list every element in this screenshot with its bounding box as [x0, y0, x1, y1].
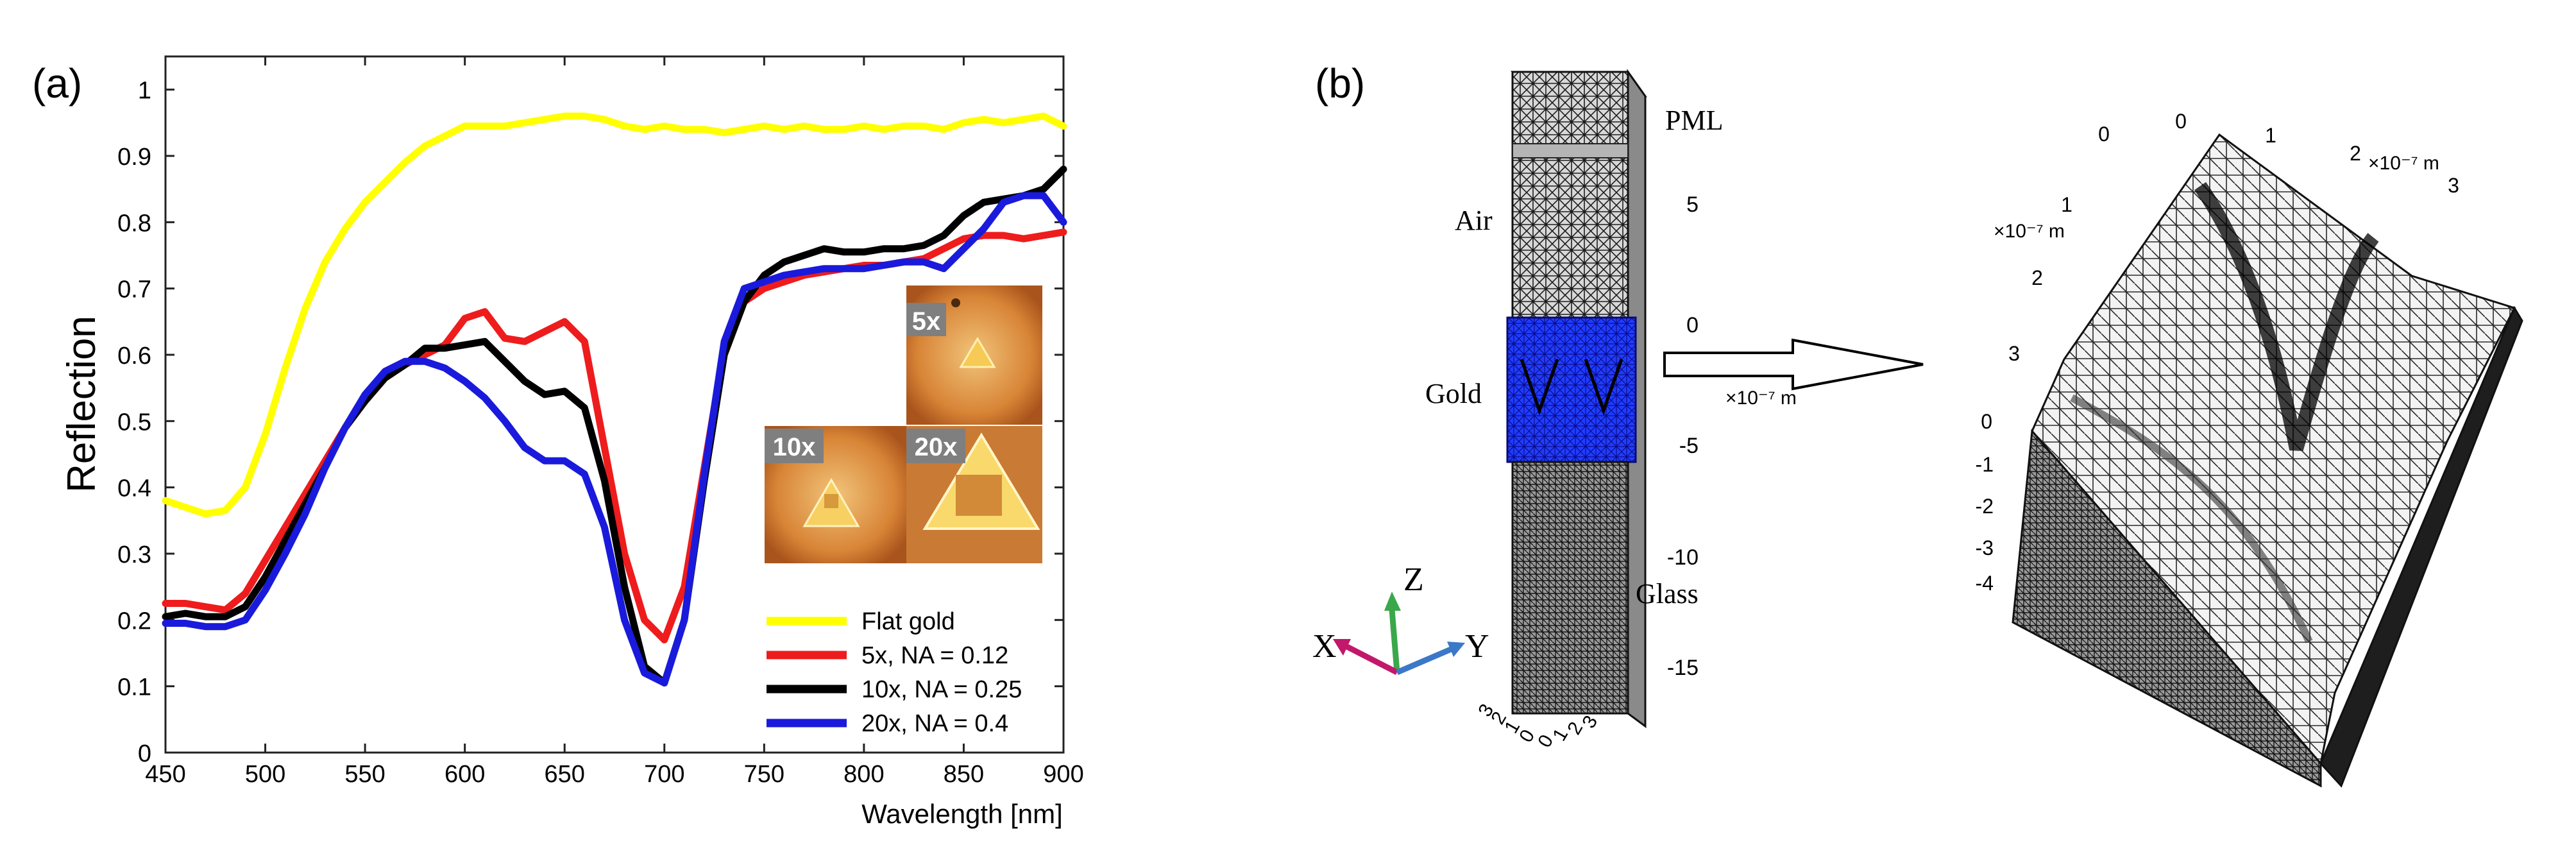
- x-tick-label: 850: [944, 761, 984, 788]
- surface-tick-a: 1: [2265, 124, 2276, 147]
- surface-side: [2319, 305, 2523, 788]
- gold-label: Gold: [1425, 378, 1482, 409]
- x-tick-label: 550: [344, 761, 385, 788]
- y-tick-label: 0: [138, 740, 151, 767]
- fold-line: [2070, 394, 2313, 643]
- column-z-ticks: 5 0 -5 -10 -15: [1667, 192, 1699, 680]
- y-axis-arrow: [1396, 646, 1452, 676]
- label-box-20x: [906, 429, 965, 463]
- surface-tick-b: 2: [2031, 266, 2043, 289]
- inset-label-5x: 5x: [912, 307, 941, 336]
- surface-z-tick: -4: [1976, 572, 1994, 595]
- surface-tick-b: 0: [2098, 123, 2110, 146]
- x-tick-label: 800: [843, 761, 884, 788]
- mesh-column: [1506, 69, 1647, 728]
- x-arrow-head: [1333, 639, 1351, 656]
- y-tick-label: 1: [138, 78, 151, 105]
- column-z-tick-label: -5: [1679, 434, 1699, 458]
- surface-unit-b: ×10⁻⁷ m: [1994, 221, 2065, 242]
- legend-entry-4: 20x, NA = 0.4: [861, 710, 1008, 737]
- surface-unit-a: ×10⁻⁷ m: [2368, 153, 2439, 174]
- column-unit: ×10⁻⁷ m: [1725, 388, 1797, 409]
- surface-ticks: 0 1 2 3 3 2 1 0 0 -1 -2 -3 -4: [1976, 110, 2459, 595]
- series-line-4: [162, 192, 1067, 686]
- column-z-tick-label: 5: [1686, 192, 1699, 217]
- surface-z-tick: -3: [1976, 536, 1994, 559]
- y-tick-label: 0.3: [117, 541, 151, 568]
- inset-label-20x: 20x: [915, 433, 958, 461]
- panel-b-label: (b): [1315, 60, 1365, 106]
- x-tick-label: 600: [445, 761, 485, 788]
- surface-z-tick: 0: [1981, 410, 1992, 433]
- air-label: Air: [1455, 205, 1493, 236]
- x-tick-label: 450: [145, 761, 185, 788]
- column-z-tick-label: -15: [1667, 656, 1699, 680]
- x-axis-label: Wavelength [nm]: [861, 799, 1063, 829]
- legend-entry-2: 5x, NA = 0.12: [861, 642, 1008, 669]
- glass-label: Glass: [1636, 578, 1699, 609]
- x-axis-ticks: 450 500 550 600 650 700 750 800 850 900: [145, 56, 1084, 788]
- y-axis-label: Reflection: [60, 316, 104, 493]
- square-20x: [956, 475, 1002, 516]
- dust-spot: [951, 298, 960, 307]
- gold-layer: [1506, 316, 1637, 463]
- triad-y-label: Y: [1465, 628, 1489, 665]
- z-axis-arrow: [1389, 609, 1400, 673]
- y-tick-label: 0.5: [117, 409, 151, 436]
- label-box-10x: [765, 429, 824, 463]
- x-tick-label: 900: [1043, 761, 1083, 788]
- legend: Flat gold 5x, NA = 0.12 10x, NA = 0.25 20x,…: [767, 608, 1022, 737]
- x-axis-arrow: [1345, 643, 1399, 676]
- surface-tick-b: 3: [2008, 342, 2020, 365]
- arrow-icon: [1663, 338, 1924, 391]
- y-tick-label: 0.6: [117, 343, 151, 370]
- column-base-tick-left: 0: [1515, 726, 1539, 746]
- surface-tick-a: 0: [2175, 110, 2187, 133]
- series-line-1: [162, 112, 1067, 518]
- gold-notch: [1520, 359, 1623, 416]
- y-arrow-head: [1447, 642, 1465, 657]
- column-z-tick-label: 0: [1686, 313, 1699, 337]
- triangle-5x: [959, 337, 996, 368]
- surface-front: [2012, 429, 2322, 788]
- y-tick-label: 0.9: [117, 144, 151, 171]
- surface-tick-a: 3: [2448, 174, 2459, 197]
- surface-z-tick: -1: [1976, 453, 1994, 476]
- surface-tick-a: 2: [2350, 142, 2361, 165]
- pml-label: PML: [1665, 105, 1723, 136]
- legend-entry-1: Flat gold: [861, 608, 955, 635]
- triad-z-label: Z: [1403, 561, 1424, 598]
- axes-triad: Z X Y: [1312, 561, 1489, 676]
- surface-tick-b: 1: [2061, 193, 2072, 216]
- y-axis-ticks: 0 0.1 0.2 0.3 0.4 0.5 0.6 0.7 0.8 0.9 1: [117, 78, 1063, 767]
- inset-label-10x: 10x: [773, 433, 816, 461]
- x-tick-label: 500: [245, 761, 285, 788]
- y-tick-label: 0.1: [117, 674, 151, 701]
- triad-x-label: X: [1312, 628, 1337, 665]
- x-tick-label: 650: [545, 761, 585, 788]
- square-10x: [824, 494, 838, 508]
- ridge-shadow: [2194, 182, 2379, 452]
- pml-band: [1512, 143, 1629, 158]
- y-tick-label: 0.2: [117, 608, 151, 635]
- z-arrow-head: [1384, 592, 1401, 611]
- glass-region: [1511, 461, 1629, 715]
- inset-photos: 5x 10x 20x: [765, 285, 1042, 563]
- surface-mesh: [2012, 133, 2523, 788]
- y-tick-label: 0.8: [117, 210, 151, 237]
- surface-z-tick: -2: [1976, 495, 1994, 518]
- y-tick-label: 0.4: [117, 475, 151, 502]
- panel-a-label: (a): [32, 60, 82, 106]
- legend-entry-3: 10x, NA = 0.25: [861, 676, 1022, 703]
- column-z-tick-label: -10: [1667, 545, 1699, 570]
- x-tick-label: 700: [644, 761, 684, 788]
- y-tick-label: 0.7: [117, 277, 151, 303]
- series-lines: [162, 112, 1067, 686]
- label-box-5x: [906, 303, 946, 336]
- x-tick-label: 750: [744, 761, 784, 788]
